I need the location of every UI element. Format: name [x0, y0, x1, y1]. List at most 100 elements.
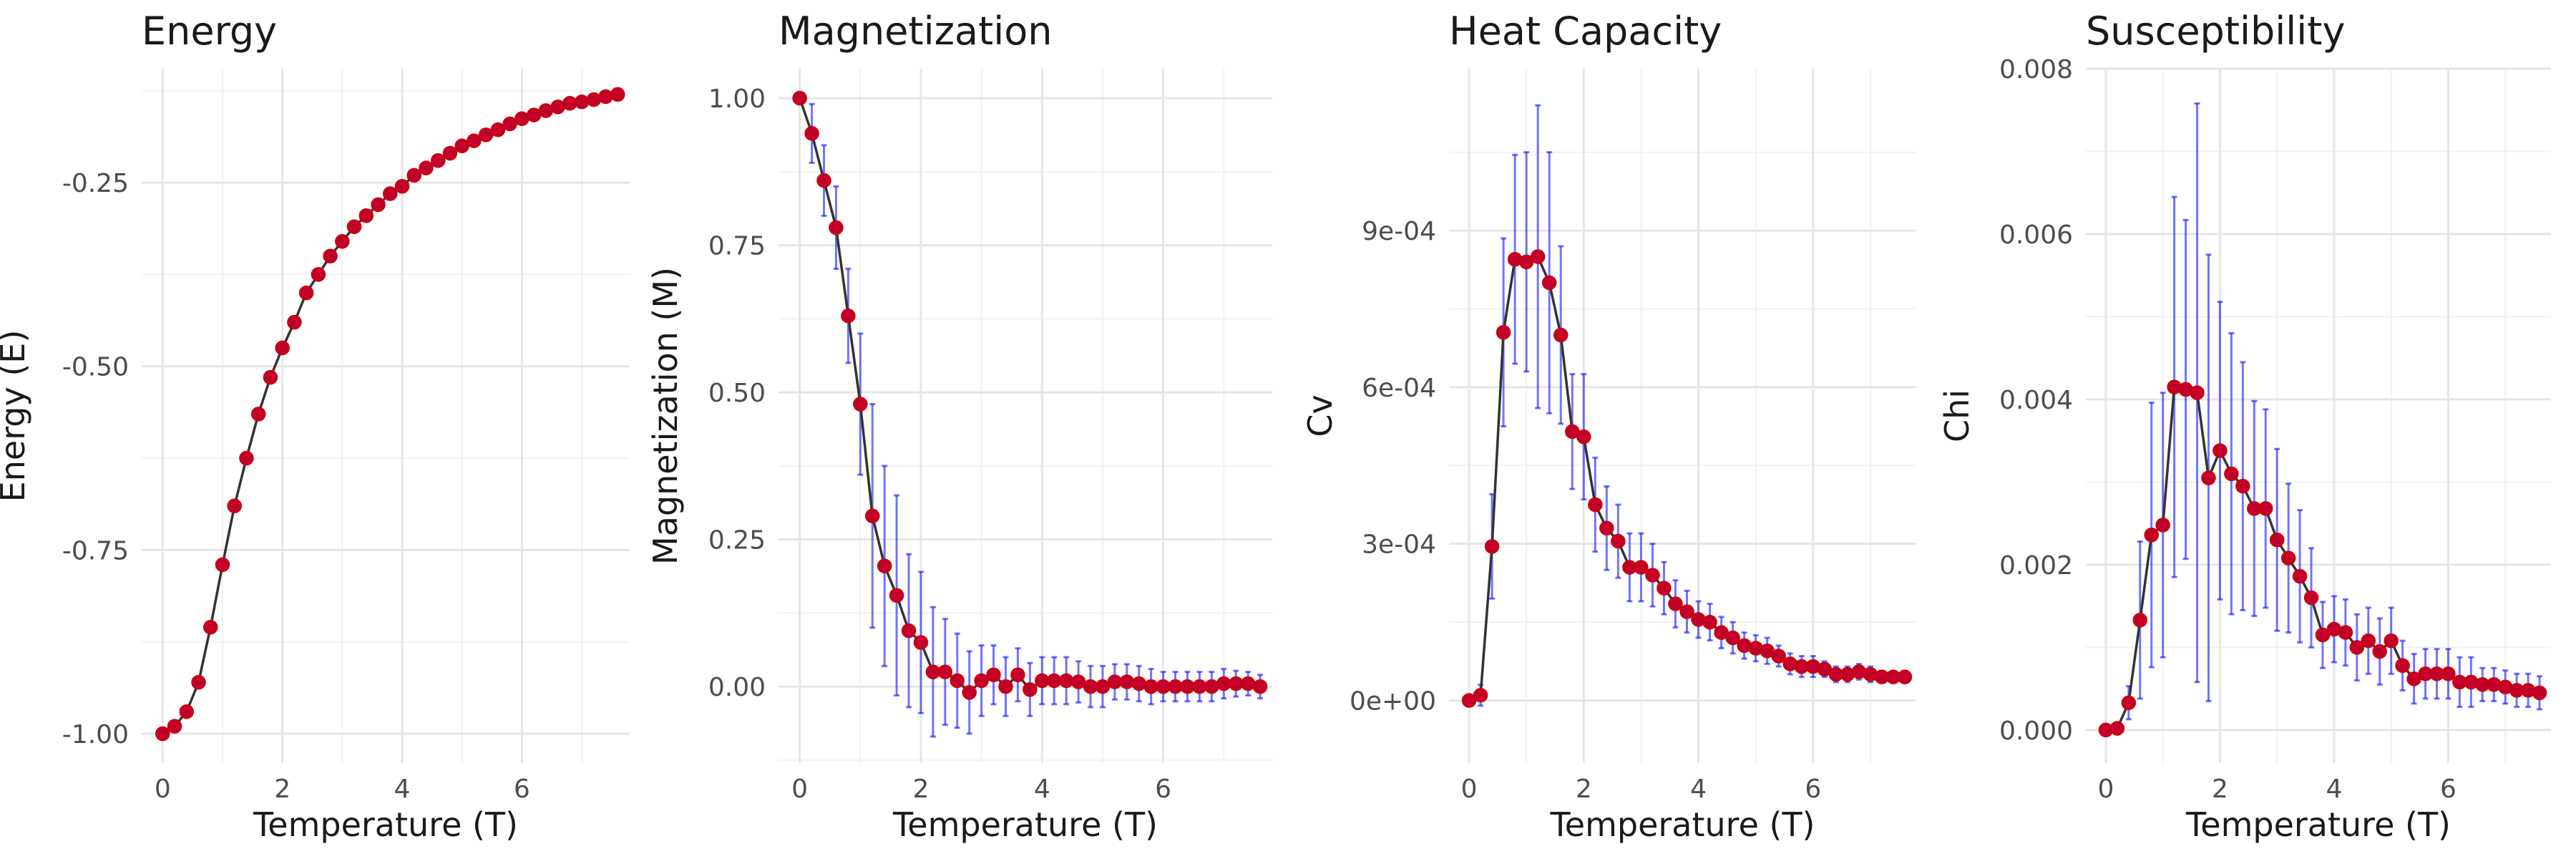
data-points: [792, 90, 1268, 700]
panel-1: 0 2 4 6 -1.00 -0.75 -0.50 -0.25 Energy Temperatur…: [0, 9, 630, 844]
data-point: [419, 160, 434, 175]
x-tick-label: 4: [1034, 775, 1050, 804]
data-point: [2441, 666, 2456, 681]
data-point: [371, 197, 386, 213]
x-tick-label: 6: [514, 775, 530, 804]
data-point: [191, 674, 206, 690]
y-tick-label: -0.75: [62, 536, 129, 566]
data-point: [1530, 249, 1546, 264]
data-point: [1192, 679, 1207, 694]
data-point: [155, 726, 170, 742]
x-tick-label: 6: [1155, 775, 1171, 804]
data-point: [2190, 385, 2205, 400]
gridlines: [2086, 67, 2551, 763]
x-tick-label: 2: [274, 775, 291, 804]
data-point: [998, 679, 1013, 694]
data-point: [901, 623, 917, 639]
data-point: [1496, 325, 1511, 340]
y-tick-label: 0e+00: [1350, 686, 1436, 716]
gridlines: [1449, 69, 1916, 763]
data-point: [1240, 676, 1256, 691]
y-tick-label: 0.75: [708, 232, 766, 261]
data-point: [1070, 674, 1086, 689]
data-point: [1119, 674, 1135, 689]
y-tick-label: -1.00: [62, 720, 129, 749]
data-point: [239, 450, 254, 466]
data-point: [2235, 478, 2250, 494]
data-point: [2303, 590, 2319, 606]
data-point: [406, 168, 421, 183]
data-point: [2395, 658, 2410, 673]
data-point: [853, 397, 868, 412]
data-point: [950, 673, 965, 689]
x-tick-label: 2: [1576, 775, 1592, 804]
x-tick-label: 6: [2440, 775, 2457, 804]
data-point: [1725, 630, 1740, 646]
y-tick-label: 0.000: [1999, 717, 2073, 746]
data-point: [804, 126, 819, 141]
data-point: [311, 267, 326, 282]
data-point: [1156, 679, 1171, 694]
data-point: [1611, 533, 1626, 549]
data-point: [2532, 685, 2547, 701]
data-point: [2109, 721, 2125, 736]
data-point: [1634, 560, 1649, 575]
data-point: [215, 557, 230, 573]
data-point: [2258, 501, 2273, 516]
y-tick-label: 1.00: [708, 84, 766, 114]
data-point: [467, 133, 482, 148]
panel-3: 0 2 4 6 0e+00 3e-04 6e-04 9e-04 Heat Capacity Tem…: [1301, 9, 1916, 844]
data-point: [1599, 520, 1614, 536]
data-point: [490, 122, 506, 137]
data-point: [394, 178, 410, 194]
data-point: [2384, 633, 2399, 649]
data-point: [598, 89, 613, 105]
data-point: [275, 340, 290, 356]
data-point: [2212, 443, 2228, 458]
data-point: [1645, 568, 1660, 583]
y-tick-label: 0.25: [708, 526, 766, 555]
data-points: [2098, 379, 2547, 738]
data-point: [1553, 327, 1568, 343]
data-point: [913, 635, 929, 650]
data-point: [877, 558, 892, 573]
y-tick-label: -0.25: [62, 169, 129, 198]
data-point: [323, 248, 338, 263]
x-tick-label: 6: [1805, 775, 1821, 804]
data-point: [1657, 581, 1672, 596]
data-point: [358, 208, 374, 223]
data-point: [1897, 669, 1913, 684]
x-tick-label: 2: [2212, 775, 2228, 804]
data-point: [2269, 532, 2285, 548]
x-tick-label: 0: [2097, 775, 2114, 804]
data-point: [1046, 673, 1062, 689]
x-axis-label: Temperature (T): [253, 805, 518, 844]
data-point: [179, 704, 195, 719]
x-tick-label: 0: [791, 775, 808, 804]
data-point: [2155, 518, 2170, 533]
data-point: [2144, 528, 2159, 543]
y-axis-label: Cv: [1301, 394, 1340, 437]
data-point: [1679, 604, 1694, 619]
data-point: [2280, 550, 2296, 566]
data-points: [1461, 249, 1913, 708]
x-axis-label: Temperature (T): [2185, 805, 2451, 844]
data-point: [2224, 466, 2239, 482]
data-point: [2132, 612, 2148, 628]
data-point: [841, 309, 856, 324]
data-point: [1168, 679, 1183, 694]
y-tick-label: -0.50: [62, 353, 129, 382]
data-point: [889, 588, 904, 603]
data-point: [2349, 640, 2365, 655]
y-tick-label: 0.002: [1999, 551, 2073, 581]
y-tick-label: 3e-04: [1362, 530, 1436, 560]
data-point: [586, 92, 602, 107]
x-tick-label: 4: [2326, 775, 2342, 804]
data-point: [167, 719, 182, 734]
data-point: [442, 145, 458, 161]
y-tick-label: 0.50: [708, 379, 766, 408]
y-tick-label: 0.006: [1999, 220, 2073, 250]
data-point: [2372, 644, 2387, 659]
data-point: [925, 664, 941, 679]
data-point: [962, 685, 977, 700]
